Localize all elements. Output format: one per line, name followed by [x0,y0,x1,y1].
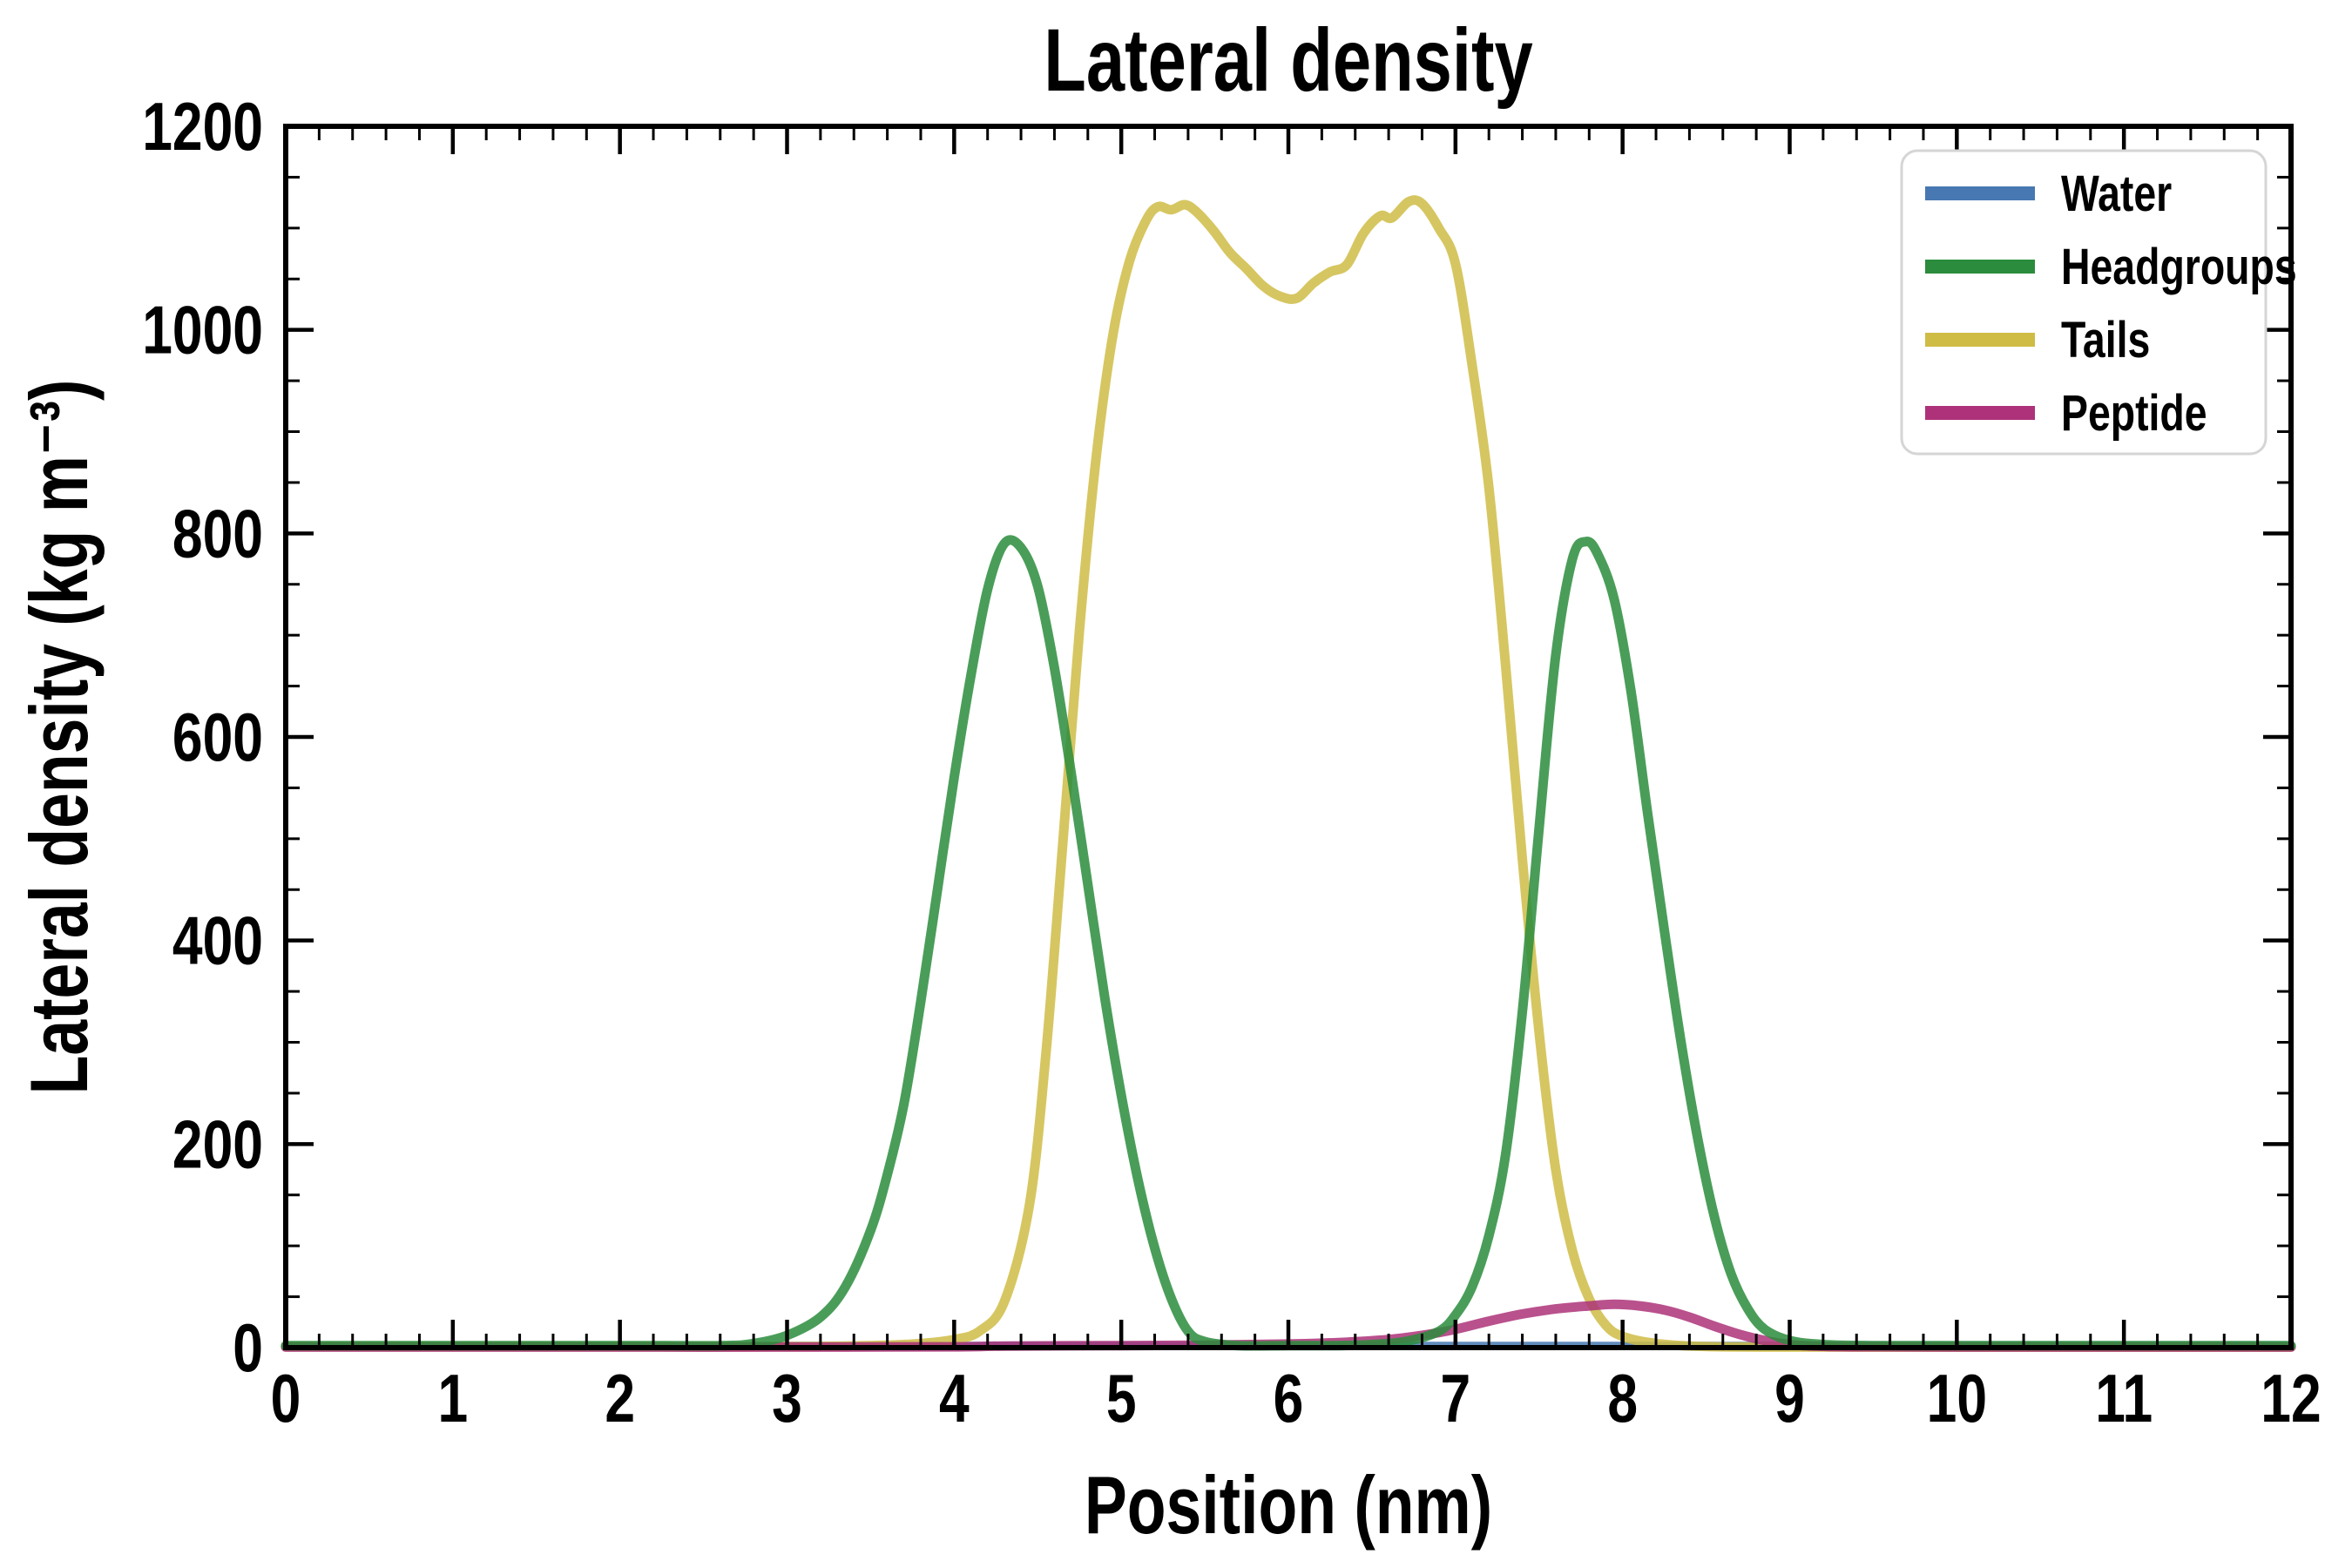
y-tick-label: 400 [172,902,263,978]
x-tick-label: 3 [772,1360,802,1436]
x-tick-label: 6 [1274,1360,1304,1436]
y-tick-label: 1000 [142,292,263,368]
x-tick-label: 8 [1607,1360,1638,1436]
legend-label-headgroups: Headgroups [2061,239,2297,295]
x-axis-label: Position (nm) [1085,1459,1492,1551]
x-tick-label: 2 [605,1360,635,1436]
y-tick-label: 0 [233,1309,263,1385]
y-tick-label: 800 [172,496,263,571]
legend-label-peptide: Peptide [2061,385,2207,442]
legend: Water Headgroups Tails Peptide [1900,149,2297,456]
x-tick-label: 12 [2261,1360,2321,1436]
x-tick-label: 1 [437,1360,468,1436]
x-tick-label: 11 [2095,1360,2153,1436]
legend-item-water: Water [1925,166,2172,222]
x-tick-label: 10 [1927,1360,1987,1436]
x-tick-label: 5 [1106,1360,1137,1436]
curve-headgroups [280,535,2296,1351]
y-tick-label: 200 [172,1106,263,1182]
y-tick-label: 600 [172,699,263,774]
x-tick-label: 9 [1774,1360,1805,1436]
legend-label-tails: Tails [2061,312,2150,368]
legend-item-tails: Tails [1925,312,2150,368]
legend-item-peptide: Peptide [1925,385,2207,442]
curve-tails [280,195,2296,1352]
x-tick-label: 7 [1440,1360,1470,1436]
legend-label-water: Water [2061,166,2172,222]
y-tick-label: 1200 [142,88,263,164]
axis-ticks [283,124,2294,1350]
legend-item-headgroups: Headgroups [1925,239,2297,295]
legend-box [1900,149,2268,456]
page-title: Lateral density [1044,11,1533,111]
x-tick-label: 4 [939,1360,970,1436]
x-tick-label: 0 [271,1360,301,1436]
y-axis-label: Lateral density (kg m⁻³) [13,380,105,1095]
